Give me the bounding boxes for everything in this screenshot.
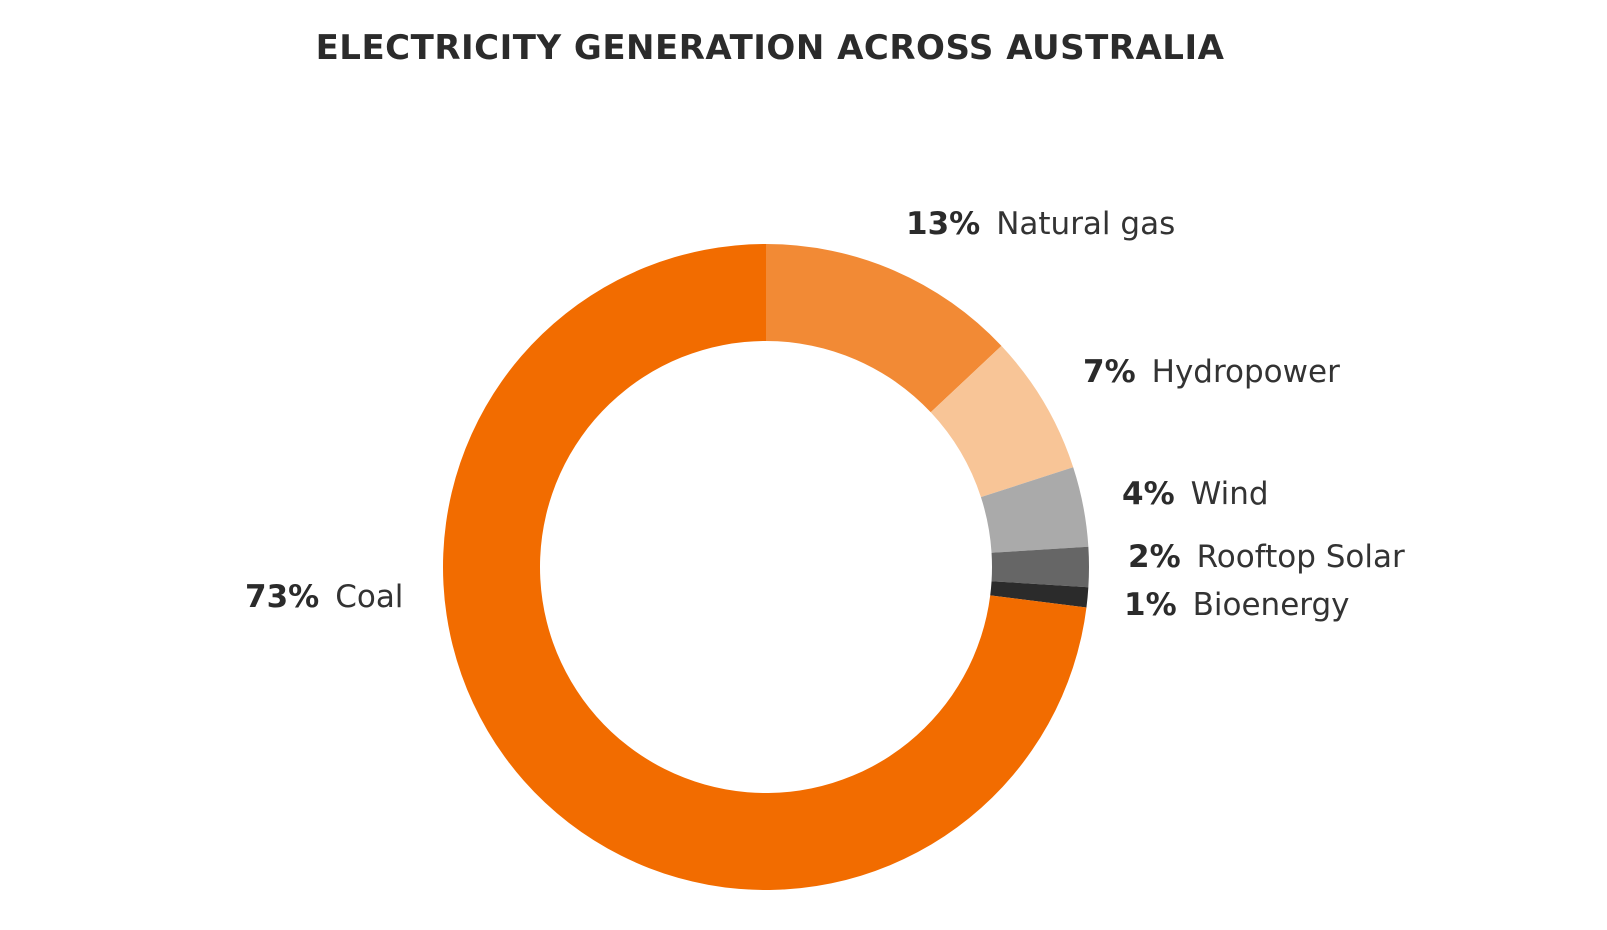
- slice-rooftop-solar: [991, 546, 1089, 588]
- slice-labels: 13% Natural gas 7% Hydropower 4% Wind 2% Roofto…: [245, 206, 1405, 623]
- slice-category-label: Natural gas: [996, 206, 1175, 242]
- slice-value-label: 7%: [1083, 354, 1136, 390]
- slice-natural-gas: [766, 244, 1002, 413]
- slice-value-label: 2%: [1128, 539, 1181, 575]
- slice-value-label: 73%: [245, 579, 319, 615]
- slice-category-label: Hydropower: [1152, 354, 1340, 390]
- slice-coal: [442, 244, 1087, 890]
- slice-value-label: 13%: [906, 206, 980, 242]
- slice-label-natural-gas: 13% Natural gas: [906, 206, 1175, 242]
- slice-label-hydropower: 7% Hydropower: [1083, 354, 1340, 390]
- slice-label-coal: 73% Coal: [245, 579, 403, 615]
- slice-bioenergy: [990, 581, 1089, 608]
- slice-category-label: Rooftop Solar: [1197, 539, 1405, 575]
- slice-label-bioenergy: 1% Bioenergy: [1124, 587, 1350, 623]
- slice-wind: [980, 467, 1089, 553]
- slice-label-wind: 4% Wind: [1122, 476, 1269, 512]
- slice-hydropower: [930, 345, 1074, 498]
- slice-label-rooftop-solar: 2% Rooftop Solar: [1128, 539, 1405, 575]
- slice-value-label: 1%: [1124, 587, 1177, 623]
- slice-category-label: Bioenergy: [1193, 587, 1350, 623]
- slice-category-label: Coal: [335, 579, 403, 615]
- slice-category-label: Wind: [1191, 476, 1269, 512]
- slice-value-label: 4%: [1122, 476, 1175, 512]
- donut-slices: [442, 244, 1089, 890]
- chart-title: ELECTRICITY GENERATION ACROSS AUSTRALIA: [315, 28, 1225, 68]
